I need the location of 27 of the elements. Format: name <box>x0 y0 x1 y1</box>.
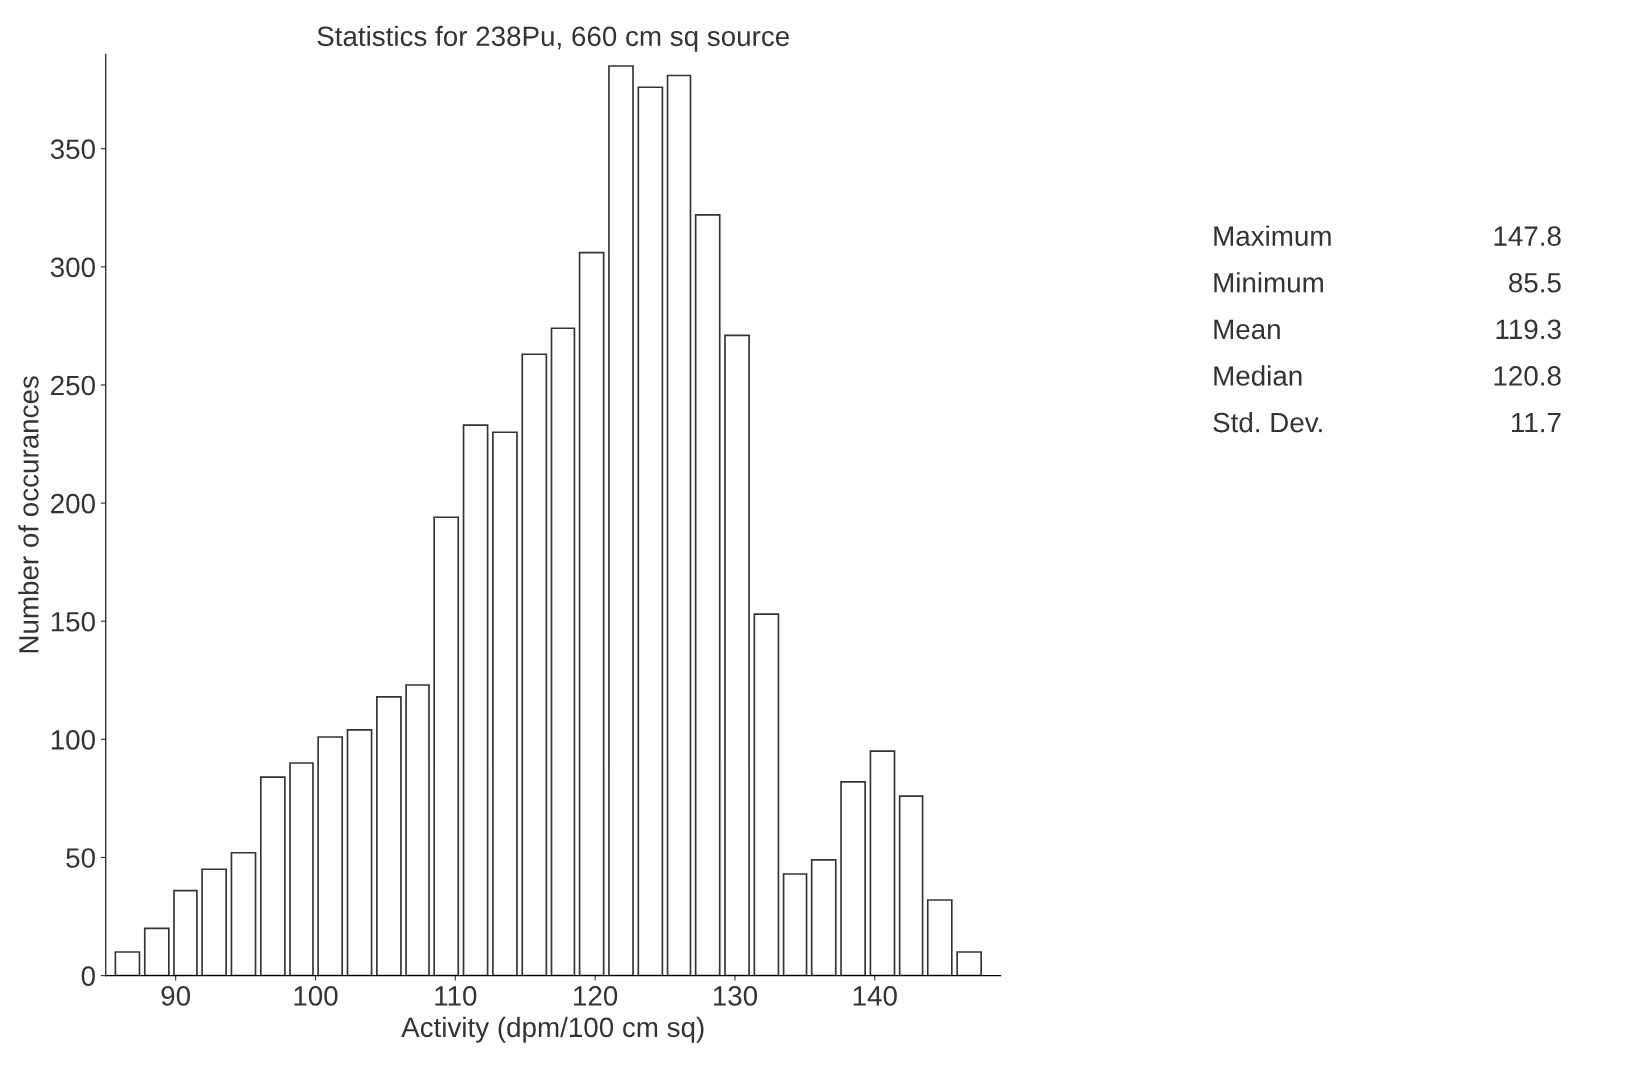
y-tick-label: 200 <box>51 493 95 514</box>
y-tick-label: 50 <box>66 848 95 868</box>
x-tick-label: 120 <box>574 986 618 1006</box>
chart-title: Statistics for 238Pu, 660 cm sq source <box>317 25 789 52</box>
x-tick-label: 100 <box>294 986 338 1006</box>
text: 119.3 <box>1496 319 1561 340</box>
text: Minimum <box>1214 272 1323 293</box>
text: 147.8 <box>1494 226 1561 246</box>
text: Mean <box>1214 319 1280 340</box>
x-tick-label: 110 <box>435 986 477 1006</box>
y-tick-label: 0 <box>81 966 95 986</box>
x-axis-title: Activity (dpm/100 cm sq) <box>401 1016 704 1043</box>
y-tick-label: 150 <box>51 611 95 632</box>
text: Median <box>1214 365 1302 386</box>
x-tick-label: 130 <box>713 986 758 1006</box>
text: 120.8 <box>1494 366 1561 386</box>
text: Maximum <box>1214 225 1331 246</box>
y-tick-label: 350 <box>50 139 95 160</box>
x-tick-label: 90 <box>161 986 191 1006</box>
text: Std. Dev. <box>1213 411 1322 433</box>
y-tick-label: 300 <box>50 257 95 278</box>
y-axis-title: Number of occurances <box>18 376 39 653</box>
y-tick-label: 250 <box>51 375 95 396</box>
text: 85.5 <box>1509 272 1561 293</box>
x-tick-label: 140 <box>853 986 897 1006</box>
text: 11.7 <box>1512 413 1561 433</box>
y-tick-label: 100 <box>51 730 95 750</box>
